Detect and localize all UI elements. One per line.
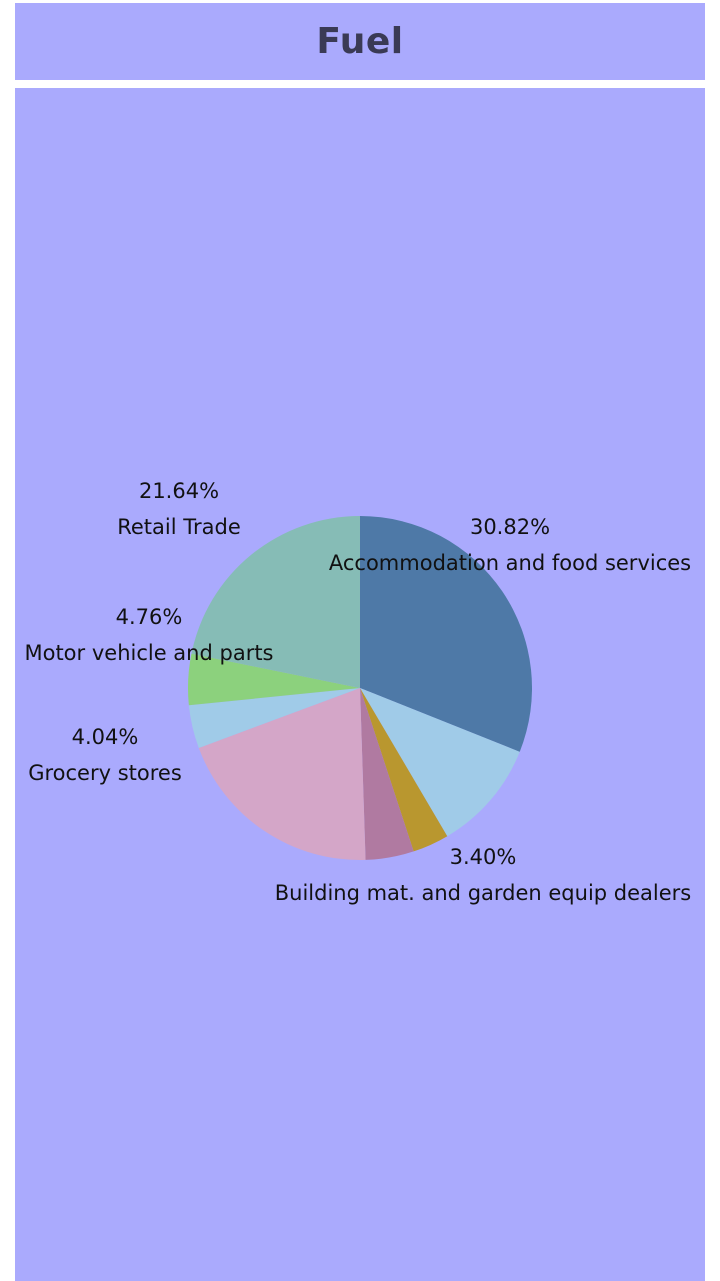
pie-slice[interactable] (360, 688, 414, 860)
pie-slice[interactable] (360, 688, 448, 852)
pie-slice[interactable] (360, 516, 532, 752)
slice-category-label: Motor vehicle and parts (24, 641, 273, 665)
pie-chart: 30.82% Accommodation and food services 3.4… (24, 479, 692, 905)
pie-slice[interactable] (198, 688, 366, 860)
chart-panel: 30.82% Accommodation and food services 3.4… (15, 88, 705, 1281)
slice-percent-label: 30.82% (470, 515, 550, 539)
pie-slice[interactable] (188, 688, 360, 748)
pie-slice[interactable] (360, 688, 520, 837)
slice-category-label: Building mat. and garden equip dealers (275, 881, 692, 905)
slice-category-label: Accommodation and food services (329, 551, 691, 575)
pie-slice[interactable] (191, 516, 360, 688)
pie-slice[interactable] (187, 653, 360, 706)
slice-percent-label: 4.04% (72, 725, 139, 749)
slice-percent-label: 3.40% (450, 845, 517, 869)
title-bar: Fuel (15, 3, 705, 80)
chart-title: Fuel (316, 21, 404, 62)
slice-category-label: Grocery stores (28, 761, 182, 785)
slice-category-label: Retail Trade (117, 515, 241, 539)
slice-percent-label: 4.76% (116, 605, 183, 629)
slice-percent-label: 21.64% (139, 479, 219, 503)
